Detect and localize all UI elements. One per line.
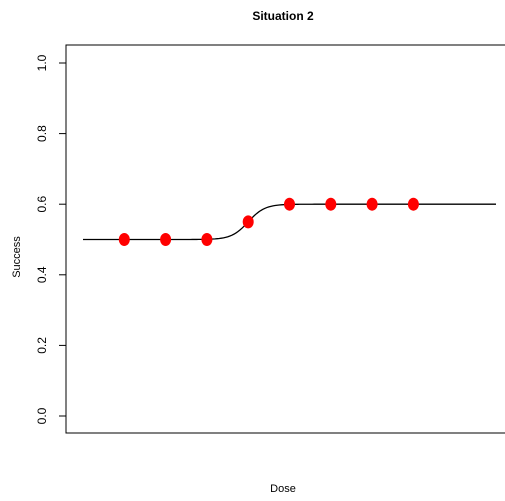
x-axis-label: Dose: [270, 483, 296, 495]
data-point: [284, 197, 295, 211]
y-tick-label: 0.0: [35, 407, 49, 424]
y-tick-label: 0.6: [35, 196, 49, 213]
y-axis: 0.0 0.2 0.4 0.6 0.8 1.0: [35, 54, 66, 424]
y-tick-label: 0.2: [35, 337, 49, 354]
data-points: [118, 197, 419, 246]
plot-frame: [65, 44, 505, 434]
data-point: [242, 215, 254, 229]
data-point: [325, 197, 337, 211]
data-point: [201, 233, 213, 246]
data-point: [160, 233, 172, 246]
data-point: [366, 197, 378, 211]
data-point: [118, 233, 130, 246]
y-tick-label: 1.0: [35, 54, 49, 71]
chart-title: Situation 2: [252, 9, 314, 23]
y-axis-label: Success: [11, 236, 23, 278]
y-tick-label: 0.4: [35, 266, 49, 283]
data-point: [407, 197, 419, 211]
y-tick-label: 0.8: [35, 125, 49, 142]
